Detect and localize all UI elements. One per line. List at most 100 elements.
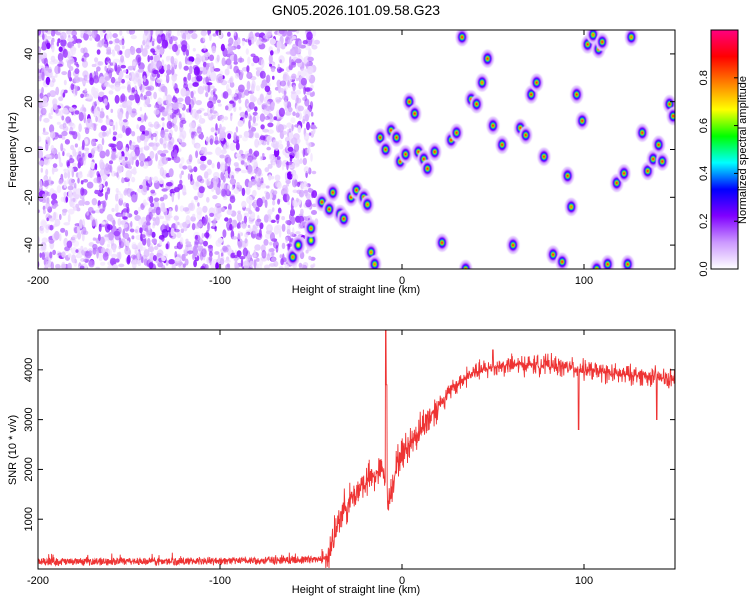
noise-speck — [280, 44, 286, 50]
noise-speck — [118, 112, 123, 121]
noise-speck — [52, 249, 56, 256]
noise-speck — [49, 251, 53, 259]
noise-speck — [202, 217, 207, 226]
spectral-peak — [481, 49, 495, 68]
noise-speck — [112, 247, 116, 253]
noise-speck — [179, 173, 183, 180]
noise-speck — [129, 30, 136, 35]
noise-speck — [308, 255, 312, 261]
noise-speck — [135, 159, 140, 167]
noise-speck — [131, 151, 136, 157]
noise-speck — [197, 86, 204, 95]
noise-speck — [70, 83, 75, 91]
spectral-peak — [595, 32, 609, 51]
spectral-peak — [635, 123, 649, 142]
noise-speck — [117, 213, 124, 218]
noise-speck — [192, 82, 199, 87]
noise-speck — [254, 134, 260, 139]
noise-speck — [151, 40, 155, 47]
noise-speck — [224, 68, 230, 76]
snr-y-label: SNR (10 * v/v) — [7, 415, 19, 485]
noise-speck — [288, 64, 293, 71]
noise-speck — [134, 146, 140, 157]
noise-speck — [112, 219, 116, 226]
noise-speck — [212, 96, 217, 105]
noise-speck — [41, 52, 48, 59]
noise-speck — [168, 136, 175, 146]
spectral-peak — [384, 121, 398, 140]
noise-speck — [101, 137, 105, 146]
spectral-peak — [435, 233, 449, 252]
noise-speck — [82, 156, 87, 166]
noise-speck — [122, 216, 128, 220]
noise-speck — [58, 179, 63, 185]
noise-speck — [238, 98, 242, 104]
noise-speck — [227, 133, 232, 140]
noise-speck — [115, 193, 119, 202]
noise-speck — [61, 251, 66, 258]
noise-speck — [149, 176, 152, 187]
noise-speck — [71, 162, 77, 167]
noise-speck — [118, 39, 125, 46]
noise-speck — [92, 237, 97, 241]
noise-speck — [222, 247, 229, 253]
noise-speck — [183, 76, 188, 82]
spectrogram-blobs — [286, 30, 675, 269]
noise-speck — [67, 122, 75, 127]
noise-speck — [40, 167, 43, 173]
noise-speck — [99, 150, 106, 159]
noise-speck — [244, 89, 250, 96]
noise-speck — [276, 181, 282, 189]
noise-speck — [60, 227, 66, 233]
noise-speck — [176, 232, 182, 239]
noise-speck — [285, 111, 292, 116]
noise-speck — [88, 250, 93, 257]
noise-speck — [271, 101, 275, 108]
noise-speck — [182, 165, 188, 170]
noise-speck — [139, 125, 146, 133]
noise-speck — [164, 87, 168, 97]
noise-speck — [292, 84, 296, 92]
noise-speck — [215, 186, 221, 196]
noise-speck — [287, 80, 290, 87]
noise-speck — [196, 206, 203, 216]
noise-speck — [108, 160, 114, 165]
noise-speck — [108, 40, 113, 45]
noise-speck — [131, 176, 136, 183]
noise-speck — [160, 153, 167, 157]
noise-speck — [125, 128, 130, 136]
noise-speck — [271, 207, 275, 212]
noise-speck — [285, 236, 289, 243]
noise-speck — [284, 172, 288, 181]
spectral-peak — [470, 95, 484, 114]
noise-speck — [149, 123, 154, 128]
snr-x-axis: -200 -100 0 100 — [27, 330, 593, 587]
snr-series-line — [38, 330, 675, 569]
noise-speck — [216, 99, 221, 104]
noise-speck — [286, 30, 293, 40]
spectral-peak — [399, 145, 413, 164]
spectral-peak — [337, 209, 351, 228]
noise-speck — [99, 159, 104, 169]
noise-speck — [62, 48, 68, 59]
spectral-peak — [368, 255, 382, 269]
noise-speck — [184, 258, 189, 266]
noise-speck — [205, 177, 212, 186]
noise-speck — [79, 219, 83, 229]
noise-speck — [117, 218, 122, 226]
noise-speck — [237, 221, 242, 229]
noise-speck — [300, 208, 304, 215]
noise-speck — [102, 131, 107, 137]
noise-speck — [229, 142, 236, 151]
noise-speck — [235, 142, 240, 151]
noise-speck — [79, 265, 85, 269]
noise-speck — [238, 106, 242, 111]
noise-speck — [78, 200, 84, 206]
noise-speck — [75, 253, 83, 259]
noise-speck — [63, 79, 67, 86]
noise-speck — [97, 205, 104, 210]
colorbar-tick-label: 0.6 — [698, 118, 710, 133]
noise-speck — [68, 34, 71, 39]
snr-y-tick-label: 3000 — [23, 407, 35, 431]
noise-speck — [306, 31, 313, 41]
